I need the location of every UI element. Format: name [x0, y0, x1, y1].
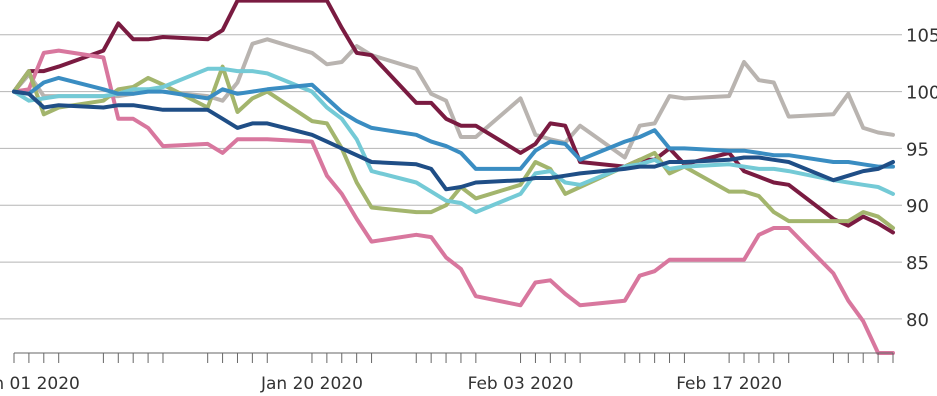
series-lines — [12, 0, 895, 355]
y-tick-label: 85 — [906, 253, 929, 274]
x-axis-tick-labels: Jan 01 2020 Jan 20 2020 Feb 03 2020 Feb 17 … — [0, 374, 782, 394]
y-tick-label: 105 — [906, 26, 937, 47]
y-tick-label: 100 — [906, 83, 937, 104]
series-line-3 — [12, 48, 895, 355]
y-tick-label: 80 — [906, 310, 929, 331]
series-line-6 — [12, 75, 895, 171]
y-tick-label: 90 — [906, 196, 929, 217]
series-line-1 — [12, 37, 895, 160]
x-tick-label: Feb 17 2020 — [676, 374, 782, 394]
x-tick-label: Feb 03 2020 — [468, 374, 574, 394]
series-line-4 — [12, 64, 895, 230]
x-tick-label: Jan 20 2020 — [260, 374, 363, 394]
y-axis-tick-labels: 80 85 90 95 100 105 — [906, 26, 937, 331]
series-line-2 — [12, 0, 895, 235]
y-tick-label: 95 — [906, 139, 929, 160]
gridlines — [0, 34, 902, 320]
x-axis-tick-marks — [13, 353, 894, 363]
series-line-7 — [12, 89, 895, 192]
series-line-5 — [12, 66, 895, 215]
x-tick-label: Jan 01 2020 — [0, 374, 80, 394]
